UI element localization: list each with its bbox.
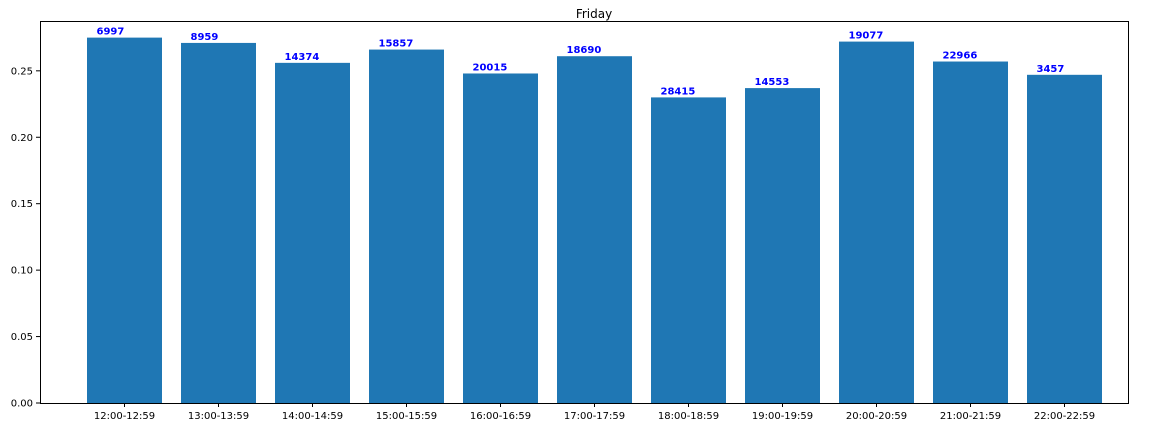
bar (745, 88, 820, 404)
chart-title: Friday (576, 7, 612, 21)
plot-frame (40, 21, 1129, 404)
bar (369, 49, 444, 403)
data-label: 15857 (379, 39, 414, 50)
data-label: 22966 (943, 51, 978, 62)
bar (275, 62, 350, 403)
data-labels-group: 6997 8959 14374 15857 20015 18690 28415 14553 19… (97, 27, 1065, 98)
x-tick-label: 18:00-18:59 (658, 411, 719, 422)
bar (1027, 74, 1102, 404)
y-tick-label: 0.20 (11, 133, 33, 144)
y-tick-label: 0.00 (11, 399, 33, 410)
x-tick-label: 22:00-22:59 (1034, 411, 1095, 422)
y-tick-label: 0.05 (11, 332, 33, 343)
data-label: 18690 (567, 45, 602, 56)
data-label: 28415 (661, 86, 696, 97)
x-tick-label: 20:00-20:59 (846, 411, 907, 422)
x-tick-label: 21:00-21:59 (940, 411, 1001, 422)
y-tick-label: 0.25 (11, 66, 33, 77)
data-label: 3457 (1037, 64, 1065, 75)
data-label: 14374 (285, 52, 320, 63)
data-label: 20015 (473, 62, 508, 73)
bar (651, 97, 726, 404)
bars-group (87, 37, 1102, 404)
x-tick-label: 17:00-17:59 (564, 411, 625, 422)
x-tick-label: 13:00-13:59 (188, 411, 249, 422)
y-tick-label: 0.10 (11, 266, 33, 277)
bar (181, 42, 256, 404)
x-tick-label: 19:00-19:59 (752, 411, 813, 422)
y-tick-label: 0.15 (11, 199, 33, 210)
x-tick-label: 16:00-16:59 (470, 411, 531, 422)
x-tick-label: 15:00-15:59 (376, 411, 437, 422)
x-tick-label: 12:00-12:59 (94, 411, 155, 422)
bar (87, 37, 162, 403)
x-axis: 12:00-12:59 13:00-13:59 14:00-14:59 15:00-1… (94, 403, 1095, 422)
data-label: 14553 (755, 77, 790, 88)
bar (839, 41, 914, 403)
data-label: 6997 (97, 27, 125, 38)
data-label: 19077 (849, 31, 884, 42)
x-tick-label: 14:00-14:59 (282, 411, 343, 422)
y-axis: 0.00 0.05 0.10 0.15 0.20 0.25 (11, 66, 40, 410)
bar (557, 56, 632, 403)
bar (463, 73, 538, 404)
bar (933, 61, 1008, 404)
data-label: 8959 (191, 32, 219, 43)
